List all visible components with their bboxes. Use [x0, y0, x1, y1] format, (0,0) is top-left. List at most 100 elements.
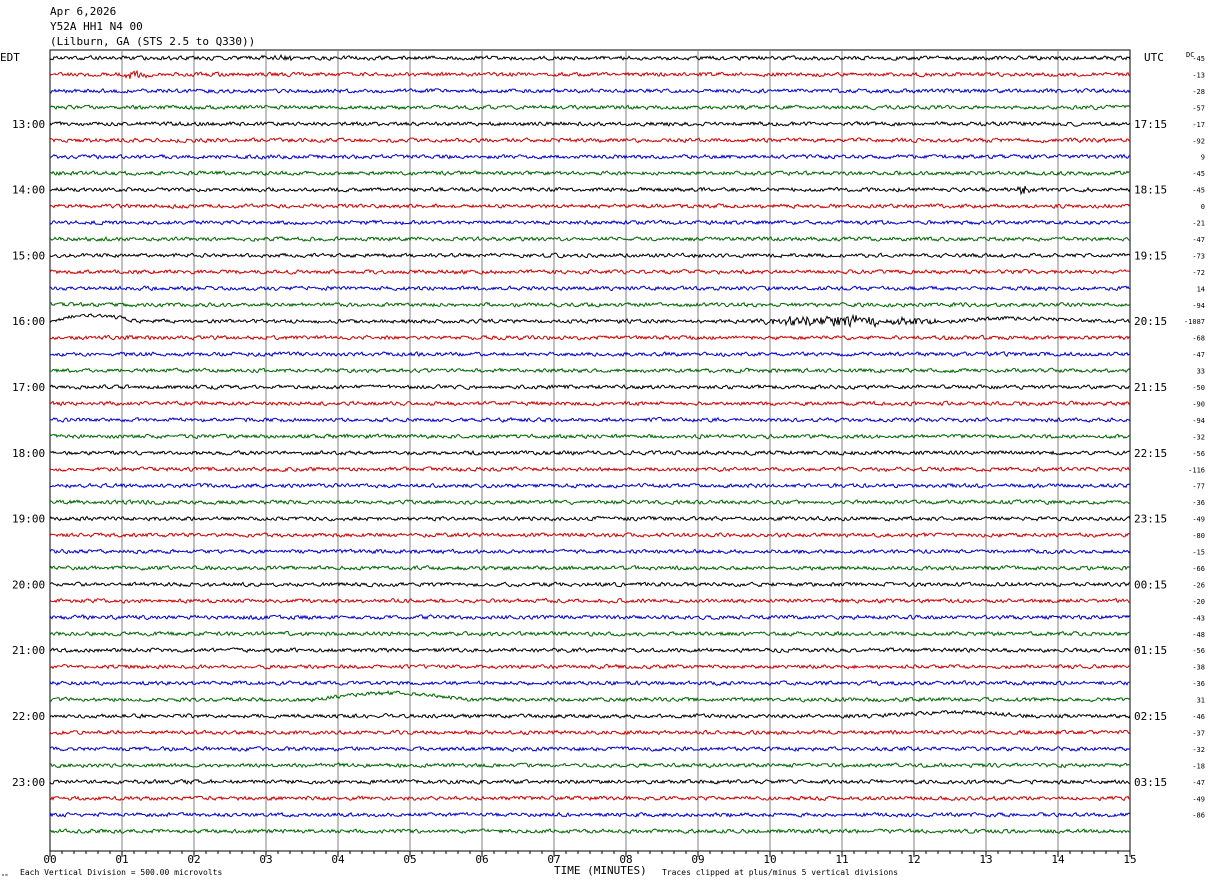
- dc-offset-label: -77: [1192, 483, 1205, 491]
- trace-row: [49, 811, 1131, 818]
- trace-row: [49, 680, 1131, 687]
- dc-offset-label: -46: [1192, 713, 1205, 721]
- trace-layer: [49, 53, 1131, 835]
- x-tick-label: 05: [403, 853, 416, 866]
- dc-offset-label: -68: [1192, 335, 1205, 343]
- trace-row: [49, 69, 1131, 79]
- dc-offset-label: -50: [1192, 384, 1205, 392]
- trace-row: [49, 795, 1131, 802]
- dc-offset-label: -94: [1192, 302, 1205, 310]
- x-tick-label: 03: [259, 853, 272, 866]
- dc-offset-label: -47: [1192, 779, 1205, 787]
- dc-offset-label: -86: [1192, 812, 1205, 820]
- dc-offset-label: -15: [1192, 549, 1205, 557]
- trace-row: [49, 120, 1131, 127]
- trace-row: [49, 185, 1131, 196]
- trace-row: [49, 581, 1131, 588]
- dc-offset-label: -45: [1192, 170, 1205, 178]
- trace-row: [49, 630, 1131, 637]
- dc-offset-label: -18: [1192, 762, 1205, 770]
- right-hour-label: 23:15: [1134, 513, 1167, 526]
- dc-offset-label: -116: [1188, 466, 1205, 474]
- trace-row: [49, 778, 1131, 785]
- dc-offset-label: -72: [1192, 269, 1205, 277]
- dc-offset-label: -66: [1192, 565, 1205, 573]
- trace-row: [49, 690, 1131, 703]
- dc-offset-label: -32: [1192, 746, 1205, 754]
- dc-offset-label: -32: [1192, 433, 1205, 441]
- dc-offset-label: -47: [1192, 351, 1205, 359]
- right-hour-label: 22:15: [1134, 447, 1167, 460]
- right-hour-label: 19:15: [1134, 249, 1167, 262]
- trace-row: [49, 597, 1131, 604]
- trace-row: [49, 614, 1131, 621]
- right-hour-label: 02:15: [1134, 710, 1167, 723]
- trace-row: [49, 351, 1131, 358]
- dc-offset-label: -94: [1192, 417, 1205, 425]
- dc-offset-label: 33: [1197, 368, 1205, 376]
- trace-row: [49, 709, 1131, 719]
- trace-row: [49, 745, 1131, 752]
- dc-offset-label: -57: [1192, 104, 1205, 112]
- dc-offset-label: -48: [1192, 631, 1205, 639]
- header-station: Y52A HH1 N4 00: [50, 20, 143, 33]
- x-tick-label: 00: [43, 853, 56, 866]
- right-hour-label: 17:15: [1134, 118, 1167, 131]
- trace-row: [49, 252, 1131, 259]
- trace-row: [49, 466, 1131, 473]
- left-hour-label: 18:00: [12, 447, 45, 460]
- dc-offset-label: -21: [1192, 220, 1205, 228]
- left-hour-label: 19:00: [12, 513, 45, 526]
- trace-row: [49, 663, 1131, 670]
- dc-offset-label: -13: [1192, 71, 1205, 79]
- trace-row: [49, 236, 1131, 242]
- trace-row: [49, 449, 1131, 456]
- grid-layer: [49, 49, 1131, 857]
- trace-row: [49, 104, 1131, 111]
- x-tick-label: 13: [979, 853, 992, 866]
- trace-row: [49, 137, 1131, 144]
- clip-note: Traces clipped at plus/minus 5 vertical …: [662, 868, 898, 877]
- dc-offset-label: -56: [1192, 647, 1205, 655]
- trace-row: [49, 153, 1131, 160]
- dc-offset-label: -92: [1192, 137, 1205, 145]
- trace-row: [49, 170, 1131, 177]
- trace-row: [49, 532, 1131, 538]
- trace-row: [49, 548, 1131, 555]
- x-axis-label: TIME (MINUTES): [554, 864, 647, 877]
- trace-row: [49, 729, 1131, 736]
- right-hour-label: 20:15: [1134, 315, 1167, 328]
- header-location: (Lilburn, GA (STS 2.5 to Q330)): [50, 35, 255, 48]
- trace-row: [49, 482, 1131, 489]
- x-tick-label: 06: [475, 853, 488, 866]
- x-tick-label: 12: [907, 853, 920, 866]
- trace-row: [49, 762, 1131, 769]
- x-tick-label: 02: [187, 853, 200, 866]
- plot-frame: [49, 49, 1131, 852]
- dc-offset-label: -90: [1192, 400, 1205, 408]
- right-timezone-label: UTC: [1144, 51, 1164, 64]
- left-hour-label: 14:00: [12, 184, 45, 197]
- dc-offset-label: -20: [1192, 598, 1205, 606]
- trace-row: [49, 828, 1131, 835]
- x-tick-label: 04: [331, 853, 345, 866]
- dc-offset-label: -37: [1192, 729, 1205, 737]
- trace-row: [49, 203, 1131, 210]
- dc-offset-label: -80: [1192, 532, 1205, 540]
- corner-mark: ᵃᵐ: [1, 873, 8, 880]
- left-hour-label: 16:00: [12, 315, 45, 328]
- right-hour-label: 21:15: [1134, 381, 1167, 394]
- x-tick-label: 08: [619, 853, 632, 866]
- dc-offset-label: -47: [1192, 236, 1205, 244]
- x-tick-label: 09: [691, 853, 704, 866]
- trace-row: [49, 433, 1131, 440]
- left-hour-label: 23:00: [12, 776, 45, 789]
- right-hour-label: 03:15: [1134, 776, 1167, 789]
- x-tick-label: 15: [1123, 853, 1136, 866]
- left-hour-label: 22:00: [12, 710, 45, 723]
- header-date: Apr 6,2026: [50, 5, 116, 18]
- trace-row: [49, 416, 1131, 423]
- dc-offset-label: -26: [1192, 581, 1205, 589]
- dc-offset-label: -17: [1192, 121, 1205, 129]
